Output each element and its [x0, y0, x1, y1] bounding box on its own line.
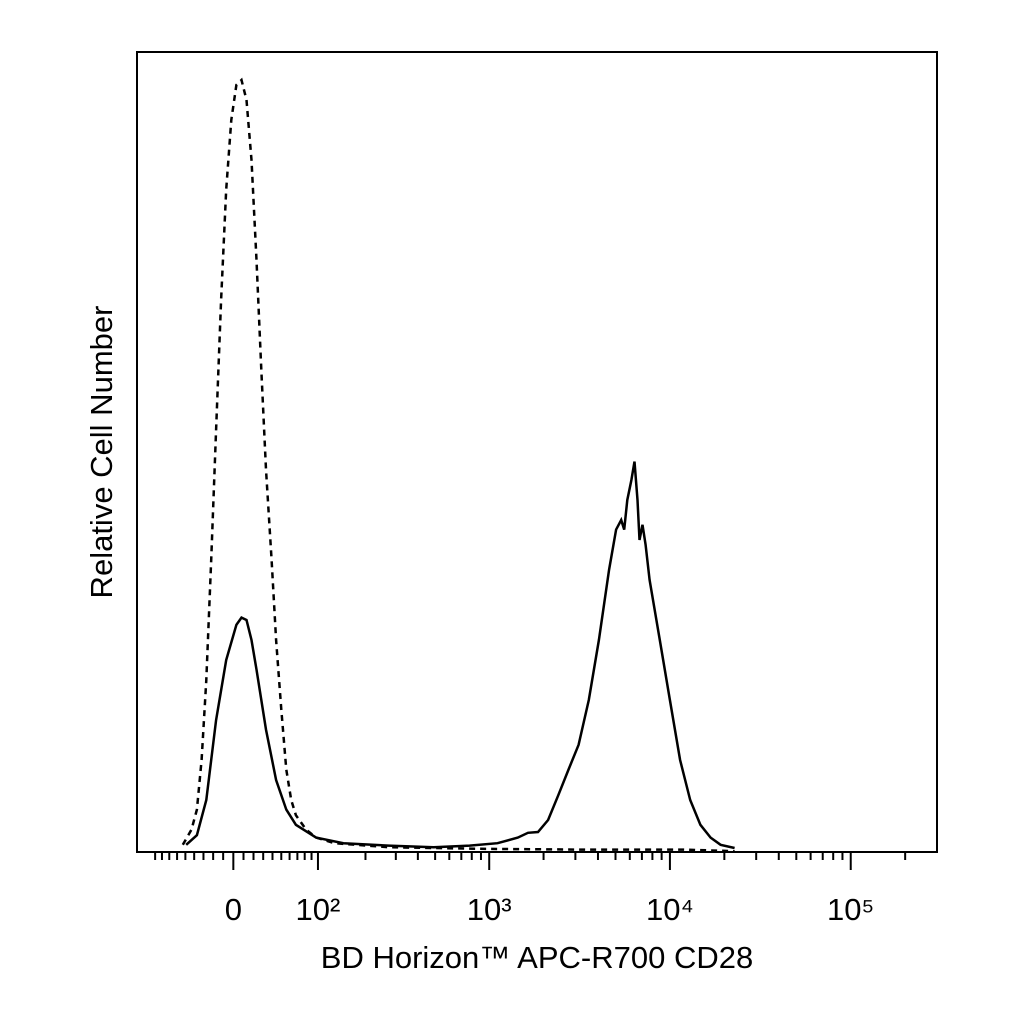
x-tick-label: 10⁴: [646, 892, 694, 927]
histogram-line: [181, 77, 735, 853]
x-tick-label: 10⁵: [827, 892, 874, 927]
x-tick-label: 10²: [296, 892, 341, 927]
y-axis-label: Relative Cell Number: [84, 306, 119, 599]
histogram-line: [185, 461, 735, 850]
plot-frame: [136, 51, 938, 853]
x-tick-label: 0: [225, 892, 242, 927]
x-tick-label: 10³: [467, 892, 512, 927]
x-axis-label: BD Horizon™ APC-R700 CD28: [321, 940, 753, 975]
